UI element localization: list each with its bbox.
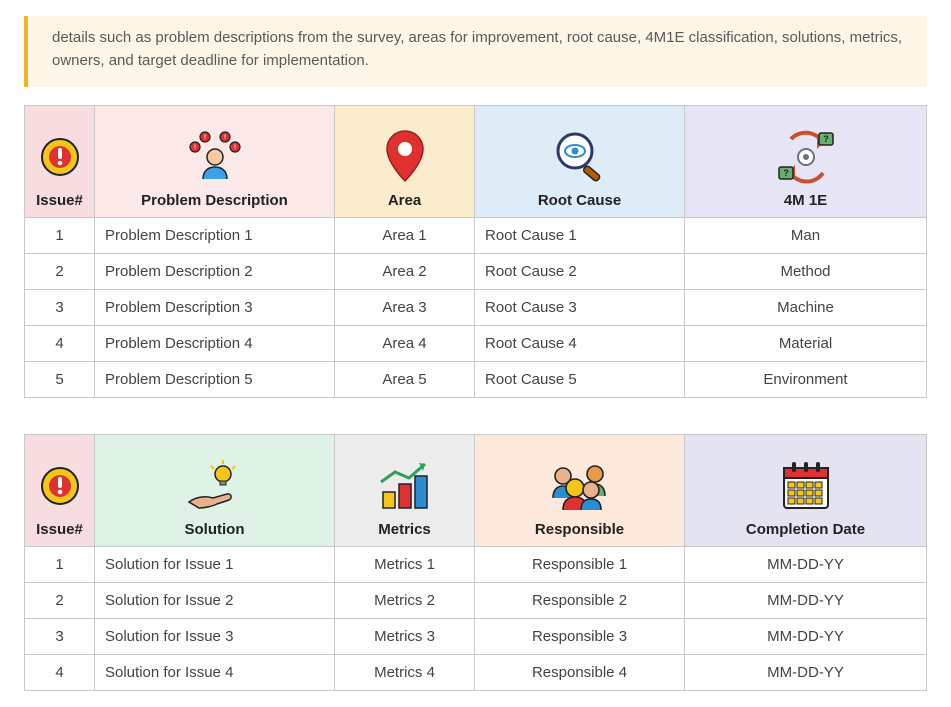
- cell-responsible: Responsible 1: [475, 546, 685, 582]
- cell-date: MM-DD-YY: [685, 654, 927, 690]
- cell-root: Root Cause 1: [475, 217, 685, 253]
- warning-icon: [40, 457, 80, 515]
- cell-metrics: Metrics 3: [335, 618, 475, 654]
- cell-area: Area 2: [335, 253, 475, 289]
- table-row: 4 Problem Description 4 Area 4 Root Caus…: [25, 325, 927, 361]
- cell-responsible: Responsible 3: [475, 618, 685, 654]
- cell-4m1e: Material: [685, 325, 927, 361]
- cell-4m1e: Environment: [685, 361, 927, 397]
- table-row: 2 Problem Description 2 Area 2 Root Caus…: [25, 253, 927, 289]
- bar-chart-icon: [375, 457, 435, 515]
- location-pin-icon: [383, 128, 427, 186]
- cell-issue-num: 2: [25, 582, 95, 618]
- cycle-4m1e-icon: ? ?: [773, 128, 839, 186]
- info-banner-text: details such as problem descriptions fro…: [52, 29, 902, 69]
- hdr-issue-label: Issue#: [36, 192, 83, 209]
- cell-issue-num: 3: [25, 618, 95, 654]
- hdr-completion-label: Completion Date: [746, 521, 865, 538]
- cell-problem: Problem Description 3: [95, 289, 335, 325]
- person-alerts-icon: !! !!: [183, 128, 247, 186]
- cell-root: Root Cause 2: [475, 253, 685, 289]
- table-row: 1 Solution for Issue 1 Metrics 1 Respons…: [25, 546, 927, 582]
- cell-area: Area 4: [335, 325, 475, 361]
- svg-text:?: ?: [823, 134, 829, 144]
- hdr-problem-label: Problem Description: [141, 192, 288, 209]
- cell-4m1e: Method: [685, 253, 927, 289]
- svg-text:!: !: [194, 145, 196, 151]
- table1-header-row: Issue# !!: [25, 105, 927, 217]
- cell-root: Root Cause 4: [475, 325, 685, 361]
- cell-date: MM-DD-YY: [685, 582, 927, 618]
- cell-problem: Problem Description 2: [95, 253, 335, 289]
- warning-icon: [40, 128, 80, 186]
- cell-issue-num: 3: [25, 289, 95, 325]
- hdr-area: Area: [335, 105, 475, 217]
- team-icon: [545, 457, 615, 515]
- cell-responsible: Responsible 2: [475, 582, 685, 618]
- cell-issue-num: 1: [25, 546, 95, 582]
- hdr-root: Root Cause: [475, 105, 685, 217]
- hdr-responsible: Responsible: [475, 434, 685, 546]
- hdr-responsible-label: Responsible: [535, 521, 624, 538]
- table-row: 2 Solution for Issue 2 Metrics 2 Respons…: [25, 582, 927, 618]
- issues-table-1: Issue# !!: [24, 105, 927, 398]
- table-row: 3 Problem Description 3 Area 3 Root Caus…: [25, 289, 927, 325]
- svg-text:?: ?: [783, 168, 789, 178]
- cell-problem: Problem Description 4: [95, 325, 335, 361]
- hdr-solution-label: Solution: [185, 521, 245, 538]
- table2-header-row: Issue#: [25, 434, 927, 546]
- table-row: 3 Solution for Issue 3 Metrics 3 Respons…: [25, 618, 927, 654]
- cell-responsible: Responsible 4: [475, 654, 685, 690]
- cell-area: Area 3: [335, 289, 475, 325]
- cell-root: Root Cause 5: [475, 361, 685, 397]
- cell-metrics: Metrics 4: [335, 654, 475, 690]
- hdr-metrics: Metrics: [335, 434, 475, 546]
- svg-text:!: !: [234, 145, 236, 151]
- table-gap: [24, 398, 927, 434]
- svg-text:!: !: [204, 135, 206, 141]
- hdr-issue-2: Issue#: [25, 434, 95, 546]
- cell-date: MM-DD-YY: [685, 618, 927, 654]
- hdr-4m1e-label: 4M 1E: [784, 192, 827, 209]
- cell-4m1e: Man: [685, 217, 927, 253]
- cell-solution: Solution for Issue 3: [95, 618, 335, 654]
- hdr-metrics-label: Metrics: [378, 521, 431, 538]
- table-row: 5 Problem Description 5 Area 5 Root Caus…: [25, 361, 927, 397]
- hdr-4m1e: ? ? 4M 1E: [685, 105, 927, 217]
- cell-issue-num: 2: [25, 253, 95, 289]
- table1-body: 1 Problem Description 1 Area 1 Root Caus…: [25, 217, 927, 397]
- hdr-problem: !! !! Problem Description: [95, 105, 335, 217]
- table-row: 4 Solution for Issue 4 Metrics 4 Respons…: [25, 654, 927, 690]
- cell-issue-num: 4: [25, 654, 95, 690]
- cell-4m1e: Machine: [685, 289, 927, 325]
- info-banner: details such as problem descriptions fro…: [24, 16, 927, 87]
- cell-metrics: Metrics 1: [335, 546, 475, 582]
- cell-issue-num: 4: [25, 325, 95, 361]
- magnifier-eye-icon: [551, 128, 609, 186]
- svg-text:!: !: [224, 135, 226, 141]
- cell-root: Root Cause 3: [475, 289, 685, 325]
- cell-area: Area 1: [335, 217, 475, 253]
- cell-solution: Solution for Issue 2: [95, 582, 335, 618]
- cell-area: Area 5: [335, 361, 475, 397]
- cell-problem: Problem Description 1: [95, 217, 335, 253]
- hdr-issue: Issue#: [25, 105, 95, 217]
- issues-table-2: Issue#: [24, 434, 927, 691]
- hdr-root-label: Root Cause: [538, 192, 621, 209]
- cell-metrics: Metrics 2: [335, 582, 475, 618]
- hdr-solution: Solution: [95, 434, 335, 546]
- cell-issue-num: 1: [25, 217, 95, 253]
- cell-issue-num: 5: [25, 361, 95, 397]
- cell-date: MM-DD-YY: [685, 546, 927, 582]
- cell-solution: Solution for Issue 1: [95, 546, 335, 582]
- table2-body: 1 Solution for Issue 1 Metrics 1 Respons…: [25, 546, 927, 690]
- table-row: 1 Problem Description 1 Area 1 Root Caus…: [25, 217, 927, 253]
- hdr-area-label: Area: [388, 192, 421, 209]
- hdr-issue-2-label: Issue#: [36, 521, 83, 538]
- hdr-completion: Completion Date: [685, 434, 927, 546]
- hand-bulb-icon: [183, 457, 247, 515]
- cell-solution: Solution for Issue 4: [95, 654, 335, 690]
- cell-problem: Problem Description 5: [95, 361, 335, 397]
- calendar-icon: [778, 457, 834, 515]
